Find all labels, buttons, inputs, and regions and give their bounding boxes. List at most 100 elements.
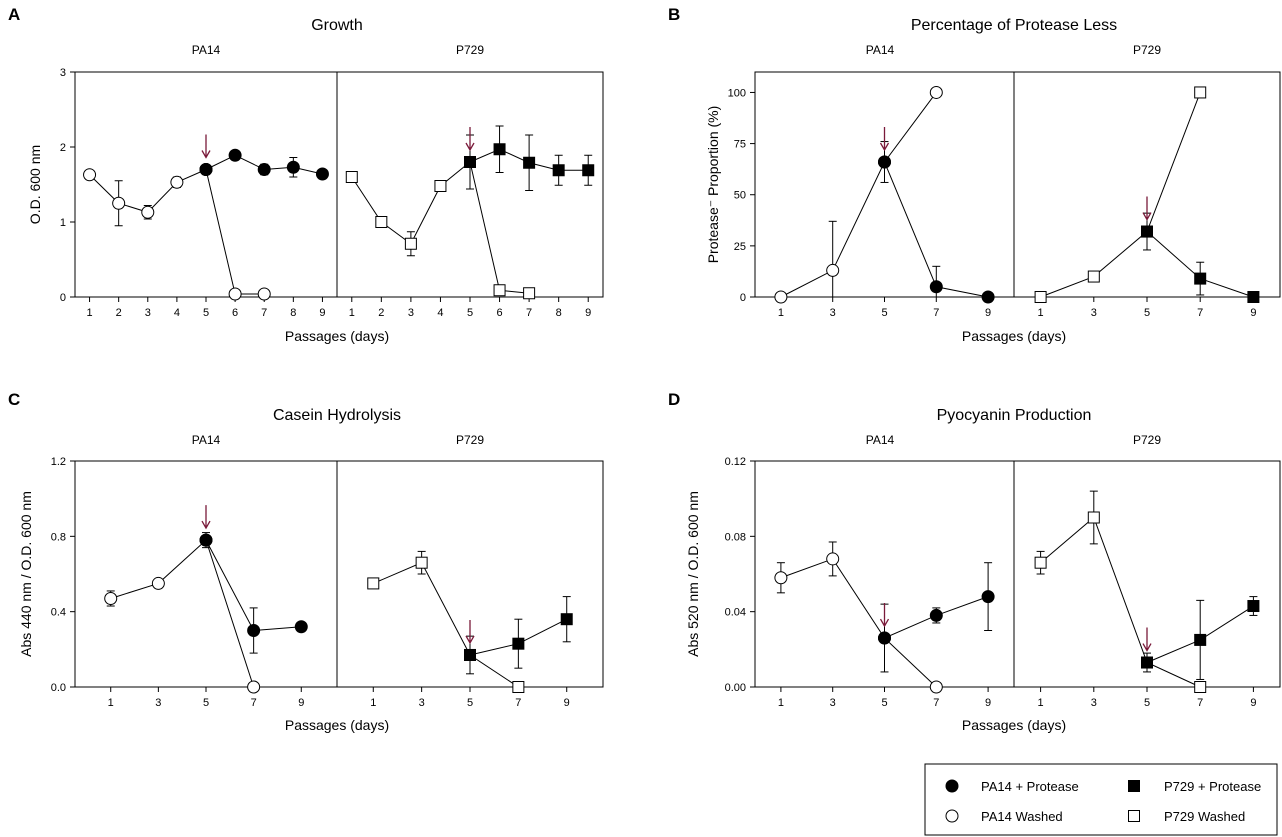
filled-square-point [464, 156, 476, 168]
arrow-indicator [1142, 196, 1152, 221]
panel-c: C Casein Hydrolysis 0.0 0.4 0.8 1.2 Abs 440 nm… [8, 390, 604, 733]
open-circle-point [257, 287, 271, 301]
open-square-point [375, 216, 388, 228]
arrow-indicator [465, 619, 475, 645]
series-line [780, 558, 937, 688]
filled-circle-point [929, 608, 943, 622]
panel-letter: A [8, 5, 20, 24]
x-tick-label: 7 [261, 307, 267, 319]
filled-square-point [1194, 633, 1207, 646]
x-tick-label: 3 [830, 307, 836, 319]
x-tick-label: 5 [1144, 307, 1150, 319]
open-square-point [1194, 681, 1207, 693]
legend: PA14 + Protease PA14 Washed P729 + Proteas… [924, 763, 1278, 836]
legend-filled-square-icon [1128, 780, 1140, 792]
y-tick-label: 25 [734, 241, 746, 253]
open-square-point [523, 287, 536, 300]
arrow-indicator [201, 505, 211, 530]
x-tick-label: 7 [526, 307, 532, 319]
open-circle-point [83, 168, 97, 182]
x-tick-label: 3 [155, 697, 161, 709]
open-square-point [493, 284, 506, 297]
legend-label-p729-washed: P729 Washed [1164, 809, 1245, 824]
subpanel-pa14: PA14 1 3 5 7 9 [774, 433, 995, 709]
y-tick-label: 0 [740, 292, 746, 304]
filled-circle-point [257, 163, 271, 176]
x-tick-label: 2 [378, 307, 384, 319]
x-tick-label: 1 [778, 307, 784, 319]
chart-title: Pyocyanin Production [937, 407, 1092, 424]
subpanel-label: P729 [1133, 43, 1161, 57]
open-circle-point [112, 196, 126, 210]
series-line [469, 161, 530, 294]
filled-circle-point [247, 624, 261, 637]
y-tick-label: 0.04 [725, 607, 746, 619]
x-tick-label: 7 [1197, 697, 1203, 709]
x-tick-label: 9 [319, 307, 325, 319]
legend-open-square-icon [1128, 810, 1140, 822]
y-tick-label: 0 [60, 292, 66, 304]
y-axis-label: O.D. 600 nm [27, 145, 43, 224]
panel-a: A Growth 0 1 2 3 O.D. 600 nm Passages (days) PA1… [8, 5, 604, 344]
filled-circle-point [315, 167, 329, 181]
y-tick-label: 1.2 [51, 456, 66, 468]
x-tick-label: 7 [933, 697, 939, 709]
filled-circle-point [981, 290, 995, 304]
subpanel-label: P729 [1133, 433, 1161, 447]
open-circle-point [170, 175, 184, 189]
chart-title: Casein Hydrolysis [273, 407, 401, 424]
y-tick-label: 2 [60, 142, 66, 154]
open-square-point [1194, 86, 1207, 99]
x-tick-label: 1 [1038, 307, 1044, 319]
y-tick-label: 0.4 [51, 607, 66, 619]
subpanel-p729: P729 1 3 5 7 9 [1034, 433, 1260, 709]
x-axis-label: Passages (days) [962, 717, 1066, 733]
open-circle-point [151, 576, 165, 590]
y-tick-label: 50 [734, 190, 746, 202]
x-tick-label: 5 [203, 307, 209, 319]
subpanel-pa14: PA14 1 2 3 4 5 6 7 8 9 [83, 43, 329, 319]
subpanel-p729: P729 1 3 5 7 9 [1034, 43, 1260, 319]
open-square-point [434, 180, 447, 192]
panel-letter: B [668, 5, 680, 24]
series-line [205, 169, 265, 295]
x-tick-label: 9 [564, 697, 570, 709]
x-tick-label: 5 [203, 697, 209, 709]
open-circle-point [826, 263, 840, 277]
panel-d: D Pyocyanin Production 0.00 0.04 0.08 0.12 Abs… [668, 390, 1281, 733]
filled-circle-point [878, 631, 891, 645]
y-tick-label: 0.12 [725, 456, 746, 468]
filled-circle-point [228, 148, 242, 162]
y-tick-label: 0.8 [51, 531, 66, 543]
subpanel-label: PA14 [866, 43, 895, 57]
filled-square-point [1141, 225, 1153, 238]
legend-box [924, 763, 1278, 836]
subpanel-label: P729 [456, 433, 484, 447]
filled-circle-point [981, 590, 995, 604]
open-square-point [1034, 291, 1047, 303]
filled-circle-point [294, 620, 308, 634]
series-line [110, 539, 255, 688]
x-tick-label: 5 [467, 307, 473, 319]
x-tick-label: 3 [1091, 697, 1097, 709]
open-circle-point [228, 287, 242, 301]
subpanel-p729: P729 1 3 5 7 9 [367, 433, 573, 709]
arrow-indicator [201, 134, 211, 159]
y-tick-label: 0.00 [725, 682, 746, 694]
y-tick-label: 0.08 [725, 531, 746, 543]
x-tick-label: 1 [349, 307, 355, 319]
plot-frame [74, 460, 604, 688]
x-tick-label: 3 [419, 697, 425, 709]
legend-label-p729-protease: P729 + Protease [1164, 779, 1261, 794]
filled-circle-point [878, 155, 891, 169]
filled-square-point [1141, 656, 1153, 669]
series-line [780, 92, 937, 298]
x-tick-label: 8 [556, 307, 562, 319]
subpanel-label: PA14 [192, 43, 221, 57]
x-tick-label: 6 [232, 307, 238, 319]
chart-title: Percentage of Protease Less [911, 17, 1117, 34]
plot-frame [754, 460, 1281, 688]
legend-label-pa14-protease: PA14 + Protease [981, 779, 1079, 794]
x-tick-label: 1 [1038, 697, 1044, 709]
